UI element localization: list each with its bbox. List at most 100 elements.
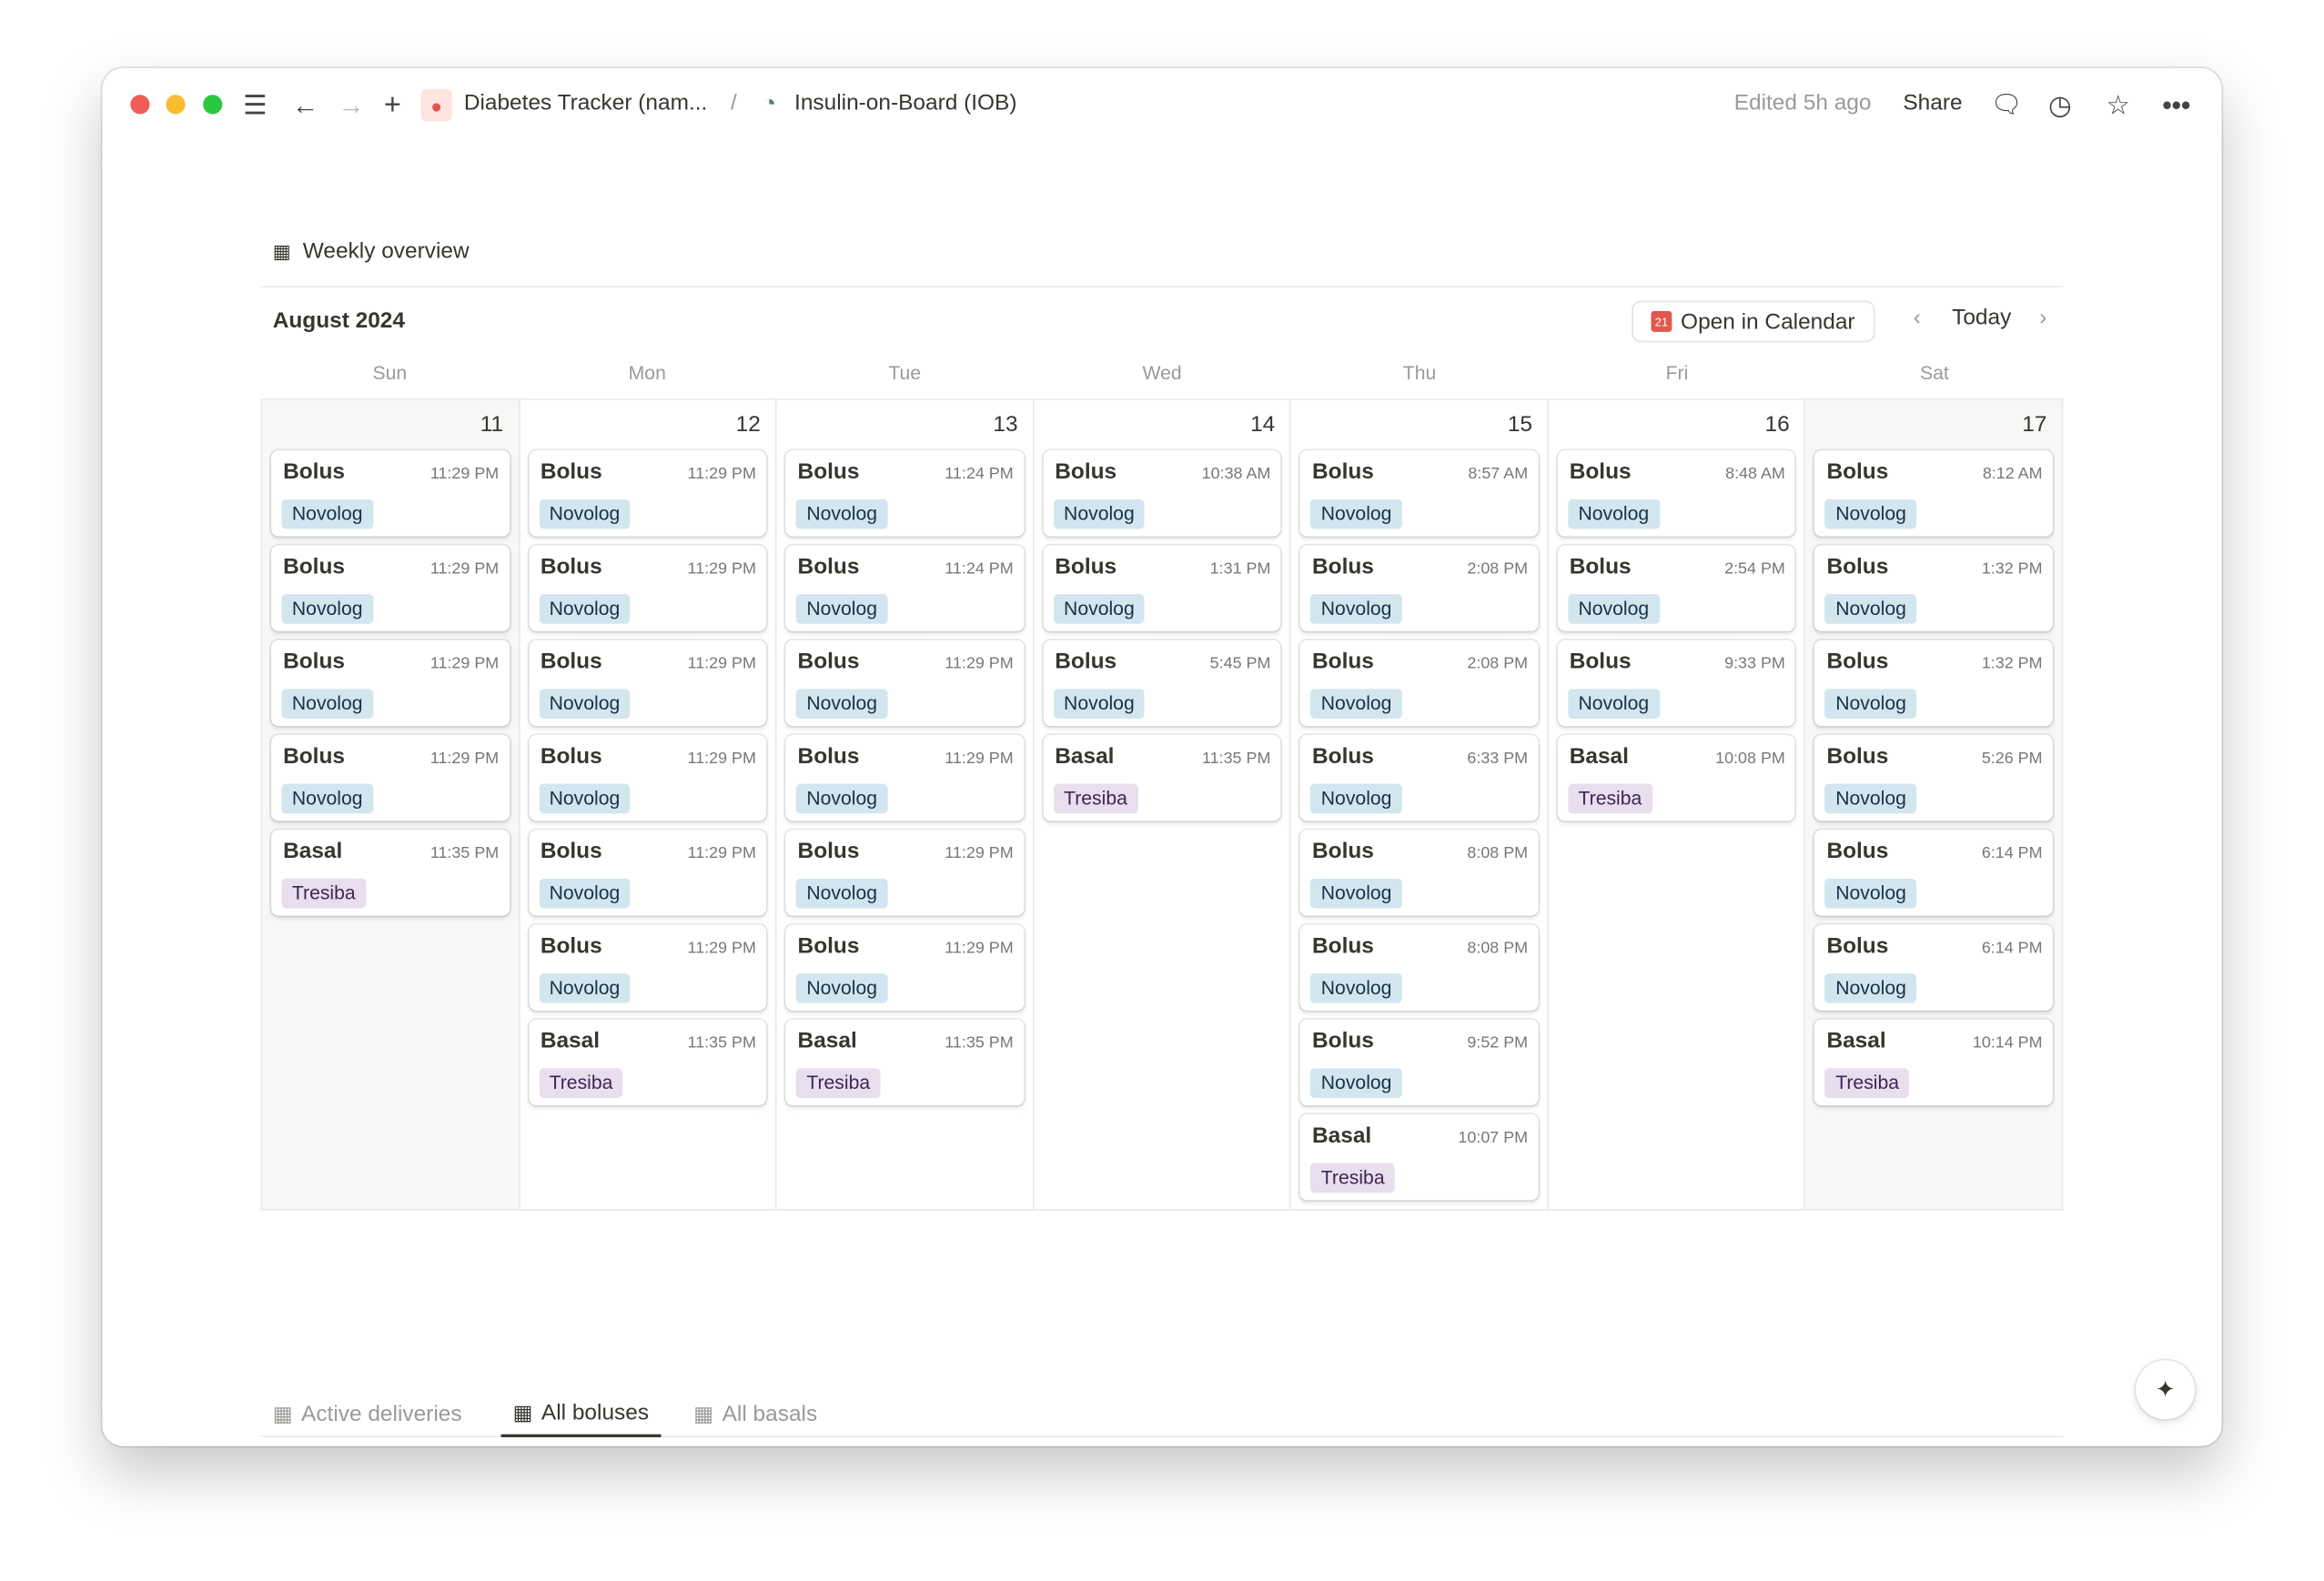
event-card[interactable]: Bolus 1:32 PM Novolog xyxy=(1814,639,2053,727)
event-card[interactable]: Bolus 11:29 PM Novolog xyxy=(785,924,1025,1011)
event-time: 6:14 PM xyxy=(1981,844,2043,862)
event-card[interactable]: Bolus 6:14 PM Novolog xyxy=(1814,830,2053,916)
day-header-sun: Sun xyxy=(372,361,408,384)
event-card[interactable]: Bolus 11:29 PM Novolog xyxy=(528,639,767,727)
event-card[interactable]: Basal 11:35 PM Tresiba xyxy=(528,1019,767,1106)
event-card[interactable]: Bolus 11:29 PM Novolog xyxy=(528,924,767,1011)
event-card[interactable]: Bolus 1:31 PM Novolog xyxy=(1043,545,1281,631)
edited-status: Edited 5h ago xyxy=(1733,90,1872,116)
today-button[interactable]: Today xyxy=(1952,305,2012,331)
forward-arrow-icon[interactable]: → xyxy=(338,89,365,120)
event-card[interactable]: Basal 11:35 PM Tresiba xyxy=(785,1019,1025,1106)
comment-icon[interactable]: 🗨 xyxy=(1990,90,2023,119)
insulin-tag: Novolog xyxy=(795,783,888,814)
event-time: 11:29 PM xyxy=(687,559,756,579)
star-icon[interactable]: ☆ xyxy=(2106,89,2130,120)
event-card[interactable]: Bolus 11:29 PM Novolog xyxy=(271,545,510,631)
plus-icon[interactable]: + xyxy=(383,87,401,121)
event-card[interactable]: Bolus 11:29 PM Novolog xyxy=(271,734,510,821)
menu-icon[interactable]: ☰ xyxy=(243,89,268,120)
event-card[interactable]: Bolus 9:52 PM Novolog xyxy=(1299,1019,1539,1106)
back-arrow-icon[interactable]: ← xyxy=(291,89,319,120)
month-label: August 2024 xyxy=(272,307,405,334)
more-options-icon[interactable]: ••• xyxy=(2162,89,2191,120)
event-time: 5:45 PM xyxy=(1209,654,1271,673)
event-card[interactable]: Bolus 11:29 PM Novolog xyxy=(785,639,1025,727)
event-card[interactable]: Bolus 11:24 PM Novolog xyxy=(785,545,1025,631)
insulin-tag: Novolog xyxy=(1824,973,1917,1003)
share-button[interactable]: Share xyxy=(1903,90,1963,116)
event-card[interactable]: Bolus 11:29 PM Novolog xyxy=(785,830,1025,916)
close-window-button[interactable] xyxy=(130,95,150,115)
event-card[interactable]: Basal 10:08 PM Tresiba xyxy=(1557,734,1796,821)
event-card[interactable]: Bolus 9:33 PM Novolog xyxy=(1557,639,1796,727)
breadcrumb-current[interactable]: Insulin-on-Board (IOB) xyxy=(794,90,1017,116)
event-card[interactable]: Bolus 11:29 PM Novolog xyxy=(528,830,767,916)
minimize-window-button[interactable] xyxy=(166,95,186,115)
pie-chart-icon: ◔ xyxy=(762,91,777,117)
event-card[interactable]: Bolus 2:08 PM Novolog xyxy=(1299,545,1539,631)
event-time: 10:38 AM xyxy=(1201,465,1271,483)
event-time: 11:29 PM xyxy=(945,750,1014,768)
ai-sparkle-button[interactable]: ✦ xyxy=(2136,1360,2196,1420)
breadcrumb-parent[interactable]: Diabetes Tracker (nam... xyxy=(463,90,708,116)
event-time: 11:35 PM xyxy=(1202,750,1271,768)
event-card[interactable]: Bolus 5:26 PM Novolog xyxy=(1814,734,2053,821)
event-card[interactable]: Bolus 11:29 PM Novolog xyxy=(528,450,767,537)
event-card[interactable]: Bolus 11:29 PM Novolog xyxy=(528,734,767,821)
event-type: Bolus xyxy=(540,838,602,864)
event-card[interactable]: Bolus 8:08 PM Novolog xyxy=(1299,924,1539,1011)
clock-history-icon[interactable]: ◷ xyxy=(2048,89,2072,120)
day-cell[interactable]: 14 Bolus 10:38 AM Novolog Bolus 1:31 PM Novolo… xyxy=(1034,399,1292,1210)
event-card[interactable]: Bolus 1:32 PM Novolog xyxy=(1814,545,2053,631)
open-in-calendar-button[interactable]: 21 Open in Calendar xyxy=(1632,300,1874,343)
event-card[interactable]: Bolus 2:54 PM Novolog xyxy=(1557,545,1796,631)
insulin-tag: Novolog xyxy=(795,594,888,624)
view-title: ▦ Weekly overview xyxy=(273,238,470,264)
event-card[interactable]: Bolus 5:45 PM Novolog xyxy=(1043,639,1281,727)
tab-all-boluses[interactable]: ▦ All boluses xyxy=(500,1390,662,1437)
event-type: Bolus xyxy=(797,649,860,675)
event-card[interactable]: Bolus 11:24 PM Novolog xyxy=(785,450,1025,537)
event-card[interactable]: Bolus 11:29 PM Novolog xyxy=(785,734,1025,821)
event-card[interactable]: Bolus 11:29 PM Novolog xyxy=(271,639,510,727)
event-card[interactable]: Bolus 11:29 PM Novolog xyxy=(528,545,767,631)
event-type: Basal xyxy=(540,1028,601,1054)
event-card[interactable]: Basal 10:07 PM Tresiba xyxy=(1299,1113,1539,1201)
maximize-window-button[interactable] xyxy=(203,95,223,115)
event-time: 11:35 PM xyxy=(429,844,500,862)
event-card[interactable]: Basal 10:14 PM Tresiba xyxy=(1814,1019,2053,1106)
event-type: Bolus xyxy=(1826,554,1889,579)
event-card[interactable]: Basal 11:35 PM Tresiba xyxy=(271,830,510,916)
event-card[interactable]: Bolus 8:12 AM Novolog xyxy=(1814,450,2053,537)
breadcrumb-separator: / xyxy=(730,90,737,116)
event-card[interactable]: Bolus 10:38 AM Novolog xyxy=(1043,450,1281,537)
event-card[interactable]: Bolus 8:08 PM Novolog xyxy=(1299,830,1539,916)
day-cell[interactable]: 16 Bolus 8:48 AM Novolog Bolus 2:54 PM Novolog… xyxy=(1549,399,1806,1210)
day-cell[interactable]: 13 Bolus 11:24 PM Novolog Bolus 11:24 PM Novol… xyxy=(777,399,1035,1210)
day-cell[interactable]: 12 Bolus 11:29 PM Novolog Bolus 11:29 PM Novol… xyxy=(520,399,777,1210)
app-window: ☰ ← → + ● Diabetes Tracker (nam... / ◔ I… xyxy=(102,67,2222,1446)
event-card[interactable]: Basal 11:35 PM Tresiba xyxy=(1043,734,1281,821)
event-time: 11:29 PM xyxy=(687,939,756,958)
insulin-tag: Novolog xyxy=(281,689,373,719)
table-icon: ▦ xyxy=(693,1401,713,1425)
event-time: 11:35 PM xyxy=(945,1033,1014,1052)
event-card[interactable]: Bolus 8:57 AM Novolog xyxy=(1299,450,1539,537)
next-week-chevron-icon[interactable]: › xyxy=(2039,305,2047,331)
day-cell[interactable]: 15 Bolus 8:57 AM Novolog Bolus 2:08 PM Novolog… xyxy=(1291,399,1549,1210)
day-cell[interactable]: 11 Bolus 11:29 PM Novolog Bolus 11:29 PM Novol… xyxy=(262,399,520,1210)
table-icon: ▦ xyxy=(512,1399,533,1424)
insulin-tag: Novolog xyxy=(1824,689,1917,719)
event-card[interactable]: Bolus 2:08 PM Novolog xyxy=(1299,639,1539,727)
event-type: Basal xyxy=(1569,743,1629,770)
event-card[interactable]: Bolus 6:14 PM Novolog xyxy=(1814,924,2053,1011)
event-card[interactable]: Bolus 6:33 PM Novolog xyxy=(1299,734,1539,821)
event-time: 11:24 PM xyxy=(945,465,1014,483)
event-card[interactable]: Bolus 8:48 AM Novolog xyxy=(1557,450,1796,537)
tab-all-basals[interactable]: ▦ All basals xyxy=(682,1390,829,1437)
day-cell[interactable]: 17 Bolus 8:12 AM Novolog Bolus 1:32 PM Novolog… xyxy=(1805,399,2064,1210)
event-card[interactable]: Bolus 11:29 PM Novolog xyxy=(271,450,510,537)
tab-active-deliveries[interactable]: ▦ Active deliveries xyxy=(261,1390,474,1437)
previous-week-chevron-icon[interactable]: ‹ xyxy=(1913,305,1921,331)
